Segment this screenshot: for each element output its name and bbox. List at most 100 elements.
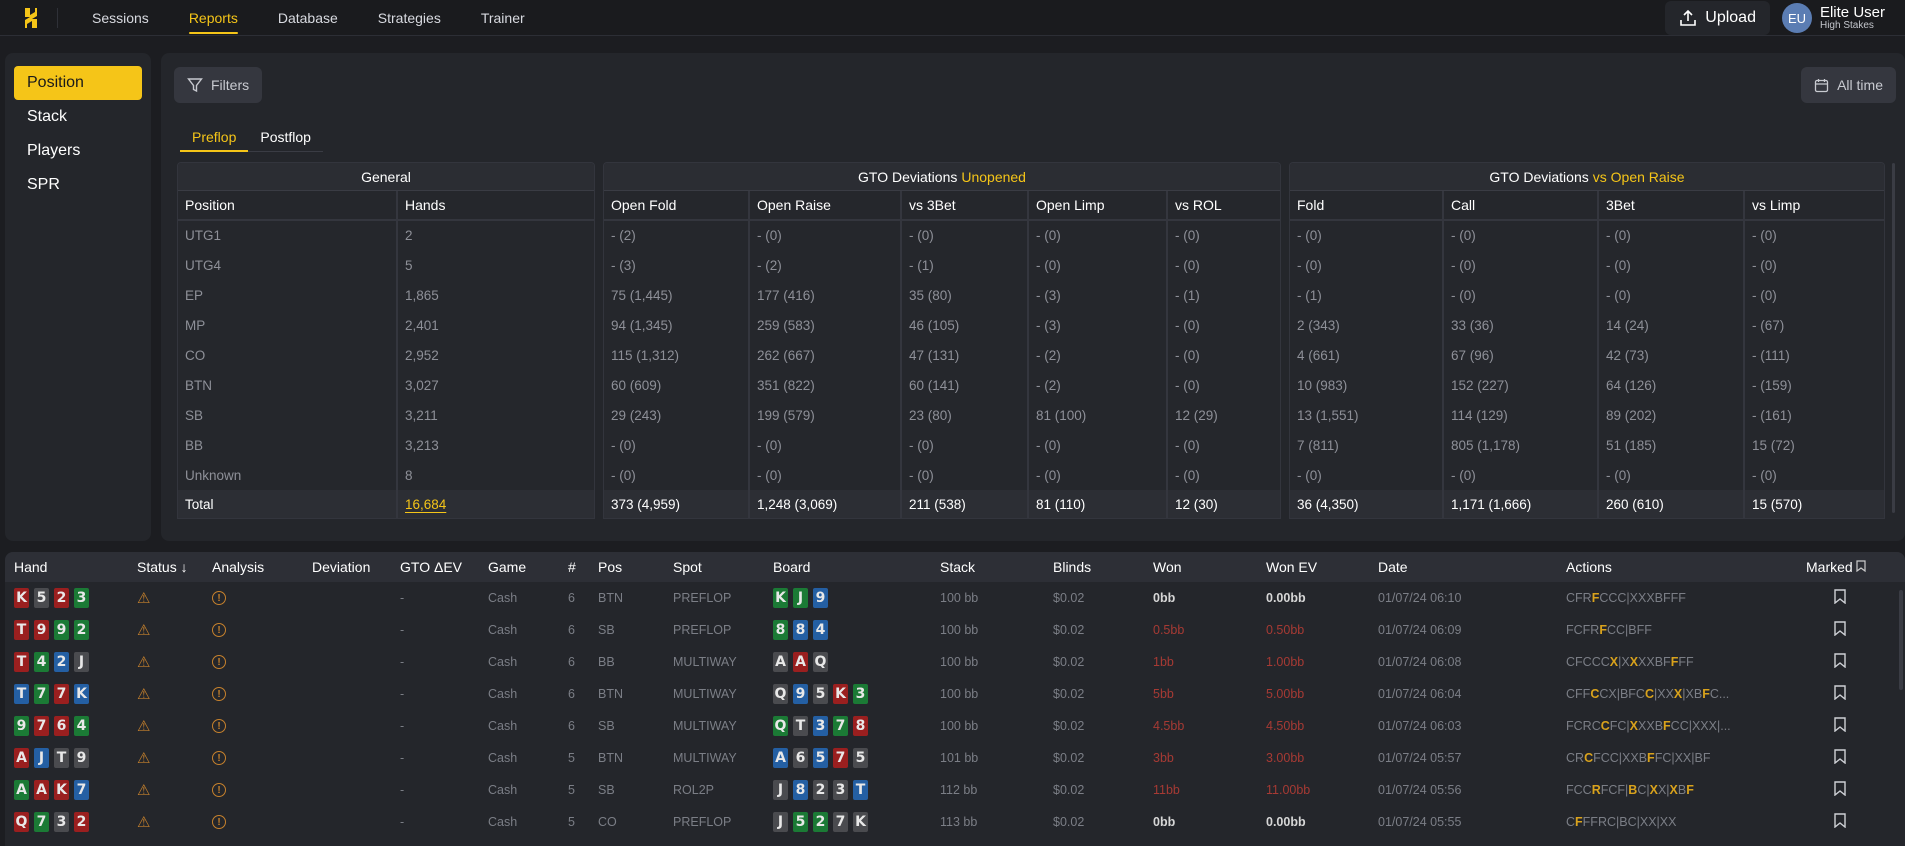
- table-row[interactable]: A J T 9 ⚠! - Cash 5 BTN MULTIWAY A 6 5 7 5 101 bb $0.02 3…: [5, 742, 1905, 774]
- total-cell: 1,171 (1,666): [1443, 490, 1599, 518]
- info-icon[interactable]: !: [212, 783, 226, 797]
- column-header-wonev[interactable]: Won EV: [1257, 559, 1369, 575]
- column-header[interactable]: vs ROL: [1167, 191, 1280, 221]
- column-header[interactable]: vs 3Bet: [901, 191, 1029, 221]
- column-header-won[interactable]: Won: [1144, 559, 1257, 575]
- column-header-spot[interactable]: Spot: [664, 559, 764, 575]
- table-row[interactable]: T 4 2 J ⚠! - Cash 6 BB MULTIWAY A A Q 100 bb $0.02 1bb 1…: [5, 646, 1905, 678]
- bookmark-icon[interactable]: [1834, 621, 1846, 639]
- table-cell: - (0): [604, 460, 750, 490]
- column-header-gto[interactable]: GTO ΔEV: [391, 559, 479, 575]
- column-header[interactable]: Fold: [1290, 191, 1444, 221]
- info-icon[interactable]: !: [212, 815, 226, 829]
- column-header-hand[interactable]: Hand: [5, 559, 128, 575]
- nav-trainer[interactable]: Trainer: [480, 9, 525, 26]
- sidebar-item-players[interactable]: Players: [27, 142, 81, 159]
- players-count: 5: [568, 751, 575, 765]
- column-header[interactable]: vs Limp: [1744, 191, 1884, 221]
- report-scrollbar[interactable]: [1892, 163, 1895, 513]
- column-header-board[interactable]: Board: [764, 559, 931, 575]
- playing-card: 9: [54, 620, 69, 640]
- action-segment: X: [1649, 783, 1658, 797]
- table-row[interactable]: T 7 7 K ⚠! - Cash 6 BTN MULTIWAY Q 9 5 K 3 100 bb $0.02 5…: [5, 678, 1905, 710]
- column-header-pos[interactable]: Pos: [589, 559, 664, 575]
- table-row[interactable]: T 9 9 2 ⚠! - Cash 6 SB PREFLOP 8 8 4 100 bb $0.02 0.5bb…: [5, 614, 1905, 646]
- avatar[interactable]: EU: [1781, 3, 1812, 33]
- sidebar-item-stack[interactable]: Stack: [27, 108, 68, 125]
- hands-scrollbar[interactable]: [1899, 590, 1903, 690]
- column-header[interactable]: Position: [178, 191, 398, 221]
- nav-reports[interactable]: Reports: [169, 0, 258, 36]
- cell-num: 5: [559, 815, 589, 829]
- column-header-num[interactable]: #: [559, 559, 589, 575]
- bookmark-icon[interactable]: [1834, 653, 1846, 671]
- tab-preflop[interactable]: Preflop: [180, 123, 249, 152]
- hands-table-body: K 5 2 3 ⚠! - Cash 6 BTN PREFLOP K J 9 100 bb $0.02 0bb 0…: [5, 582, 1905, 838]
- column-header[interactable]: Hands: [397, 191, 594, 221]
- sidebar-item-spr[interactable]: SPR: [27, 176, 60, 193]
- column-header-actions[interactable]: Actions: [1557, 559, 1797, 575]
- column-header-stack[interactable]: Stack: [931, 559, 1044, 575]
- playing-card: 5: [853, 748, 868, 768]
- tab-postflop[interactable]: Postflop: [260, 129, 311, 145]
- table-cell: - (0): [1443, 280, 1599, 310]
- column-header-marked[interactable]: Marked: [1797, 559, 1905, 575]
- column-header-status[interactable]: Status ↓: [128, 559, 203, 575]
- table-row[interactable]: K 5 2 3 ⚠! - Cash 6 BTN PREFLOP K J 9 100 bb $0.02 0bb 0…: [5, 582, 1905, 614]
- table-row[interactable]: 9 7 6 4 ⚠! - Cash 6 SB MULTIWAY Q T 3 7 8 100 bb $0.02 4.…: [5, 710, 1905, 742]
- nav-sessions[interactable]: Sessions: [92, 9, 149, 26]
- upload-button[interactable]: Upload: [1665, 1, 1770, 35]
- sidebar-item-position[interactable]: Position: [14, 66, 142, 100]
- table-cell: Unknown: [178, 460, 398, 490]
- bookmark-icon[interactable]: [1834, 717, 1846, 735]
- info-icon[interactable]: !: [212, 751, 226, 765]
- table-row[interactable]: Q 7 3 2 ⚠! - Cash 5 CO PREFLOP J 5 2 7 K 113 bb $0.02 0bb…: [5, 806, 1905, 838]
- date-value: 01/07/24 06:10: [1378, 591, 1462, 605]
- playing-card: K: [14, 588, 29, 608]
- column-header-label: #: [568, 559, 576, 575]
- nav-database[interactable]: Database: [277, 9, 338, 26]
- report-section: Position Stack Players SPR Filters All time…: [5, 53, 1905, 541]
- column-header-game[interactable]: Game: [479, 559, 559, 575]
- info-icon[interactable]: !: [212, 687, 226, 701]
- table-row[interactable]: A A K 7 ⚠! - Cash 5 SB ROL2P J 8 2 3 T 112 bb $0.02 11bb 1…: [5, 774, 1905, 806]
- bookmark-icon[interactable]: [1834, 589, 1846, 607]
- nav-strategies[interactable]: Strategies: [377, 9, 441, 26]
- playing-card: 8: [853, 716, 868, 736]
- table-cell: - (0): [1028, 430, 1168, 460]
- column-header-date[interactable]: Date: [1369, 559, 1557, 575]
- filters-button[interactable]: Filters: [174, 67, 263, 103]
- column-header-dev[interactable]: Deviation: [303, 559, 391, 575]
- bookmark-icon[interactable]: [1834, 685, 1846, 703]
- column-header[interactable]: Open Raise: [749, 191, 902, 221]
- column-header[interactable]: 3Bet: [1598, 191, 1745, 221]
- bookmark-icon[interactable]: [1834, 749, 1846, 767]
- column-header[interactable]: Call: [1443, 191, 1599, 221]
- column-header-label: Blinds: [1053, 559, 1092, 575]
- column-header-analysis[interactable]: Analysis: [203, 559, 303, 575]
- cell-game: Cash: [479, 591, 559, 605]
- bookmark-icon[interactable]: [1834, 781, 1846, 799]
- bookmark-icon[interactable]: [1834, 813, 1846, 831]
- total-hands-link[interactable]: 16,684: [405, 496, 447, 512]
- date-range-button[interactable]: All time: [1801, 67, 1896, 103]
- app-logo[interactable]: [0, 0, 62, 36]
- info-icon[interactable]: !: [212, 655, 226, 669]
- game-value: Cash: [488, 719, 518, 733]
- won-ev-value: 11.00bb: [1266, 783, 1311, 797]
- info-icon[interactable]: !: [212, 719, 226, 733]
- playing-card: 9: [14, 716, 29, 736]
- vs-open-raise-group: GTO Deviations vs Open Raise Fold Call 3Bet…: [1289, 162, 1885, 519]
- column-header[interactable]: Open Limp: [1028, 191, 1168, 221]
- column-header-blinds[interactable]: Blinds: [1044, 559, 1144, 575]
- column-header[interactable]: Open Fold: [604, 191, 750, 221]
- info-icon[interactable]: !: [212, 623, 226, 637]
- table-cell: 23 (80): [901, 400, 1029, 430]
- user-menu[interactable]: Elite User High Stakes: [1820, 5, 1885, 31]
- cell-blinds: $0.02: [1044, 719, 1144, 733]
- table-cell: - (0): [1752, 228, 1777, 243]
- table-cell: - (3): [1028, 280, 1168, 310]
- info-icon[interactable]: !: [212, 591, 226, 605]
